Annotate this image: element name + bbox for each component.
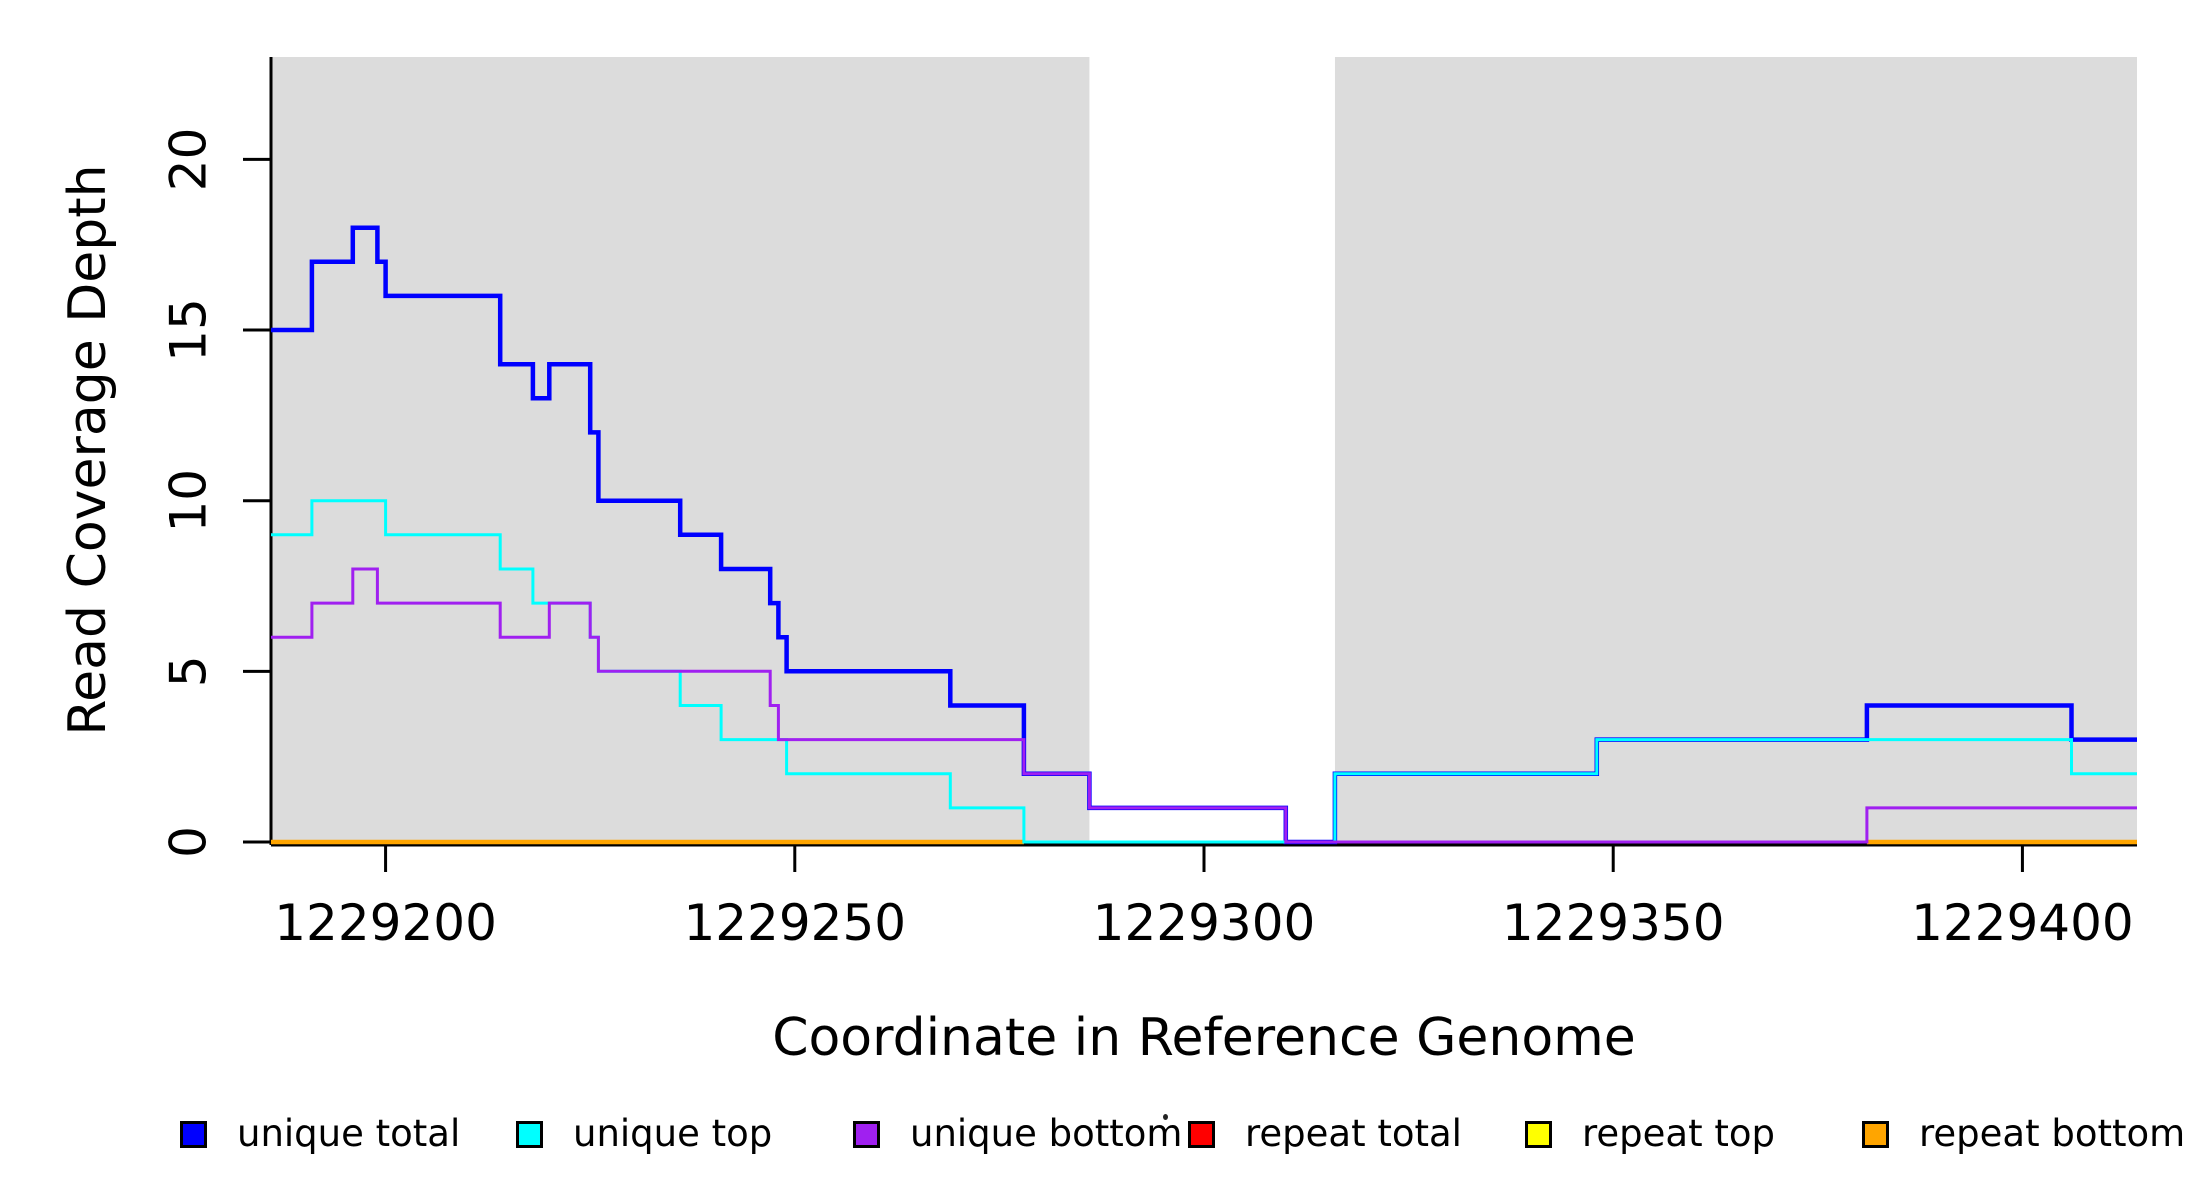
legend-label: unique bottom [910, 1112, 1183, 1155]
left-shaded-region [271, 57, 1090, 842]
y-tick-label: 5 [160, 655, 218, 687]
legend-label: unique top [573, 1112, 773, 1155]
legend-label: repeat total [1245, 1112, 1462, 1155]
repeat-bottom-swatch-icon [1862, 1120, 1889, 1148]
y-tick-label: 0 [160, 826, 218, 858]
legend-item-unique-total: unique total [180, 1108, 460, 1160]
x-tick-label: 1229350 [1502, 894, 1725, 952]
unique-total-swatch-icon [180, 1120, 207, 1148]
y-tick-label: 20 [160, 128, 218, 192]
x-axis-title: Coordinate in Reference Genome [772, 1008, 1636, 1068]
x-tick-label: 1229400 [1911, 894, 2134, 952]
y-axis-title: Read Coverage Depth [58, 164, 118, 736]
series-unique-top [271, 499, 2137, 844]
x-tick-label: 1229300 [1093, 894, 1316, 952]
legend-item-repeat-total: repeat total [1188, 1108, 1462, 1160]
shaded-region-bands [271, 57, 2137, 842]
unique-bottom-swatch-icon [853, 1120, 880, 1148]
x-tick-label: 1229250 [683, 894, 906, 952]
unique-top-swatch-icon [516, 1120, 543, 1148]
legend-item-unique-bottom: unique bottom [853, 1108, 1182, 1160]
y-tick-label: 10 [160, 469, 218, 533]
axes [243, 57, 2137, 872]
right-shaded-region [1334, 57, 2137, 842]
y-tick-label: 15 [160, 298, 218, 362]
stray-dot-artifact [1163, 1114, 1168, 1120]
legend-label: repeat top [1582, 1112, 1775, 1155]
tick-labels: 1229200 1229250 1229300 1229350 1229400 0 5 10 1… [160, 128, 2134, 952]
legend: unique total unique top unique bottom re… [0, 1108, 2200, 1160]
legend-label: repeat bottom [1919, 1112, 2186, 1155]
legend-item-unique-top: unique top [516, 1108, 772, 1160]
legend-item-repeat-top: repeat top [1525, 1108, 1775, 1160]
series-unique-bottom [271, 567, 2137, 844]
legend-item-repeat-bottom: repeat bottom [1862, 1108, 2185, 1160]
repeat-top-swatch-icon [1525, 1120, 1552, 1148]
legend-label: unique total [237, 1112, 461, 1155]
data-series [271, 225, 2137, 845]
x-tick-label: 1229200 [274, 894, 497, 952]
repeat-total-swatch-icon [1188, 1120, 1215, 1148]
